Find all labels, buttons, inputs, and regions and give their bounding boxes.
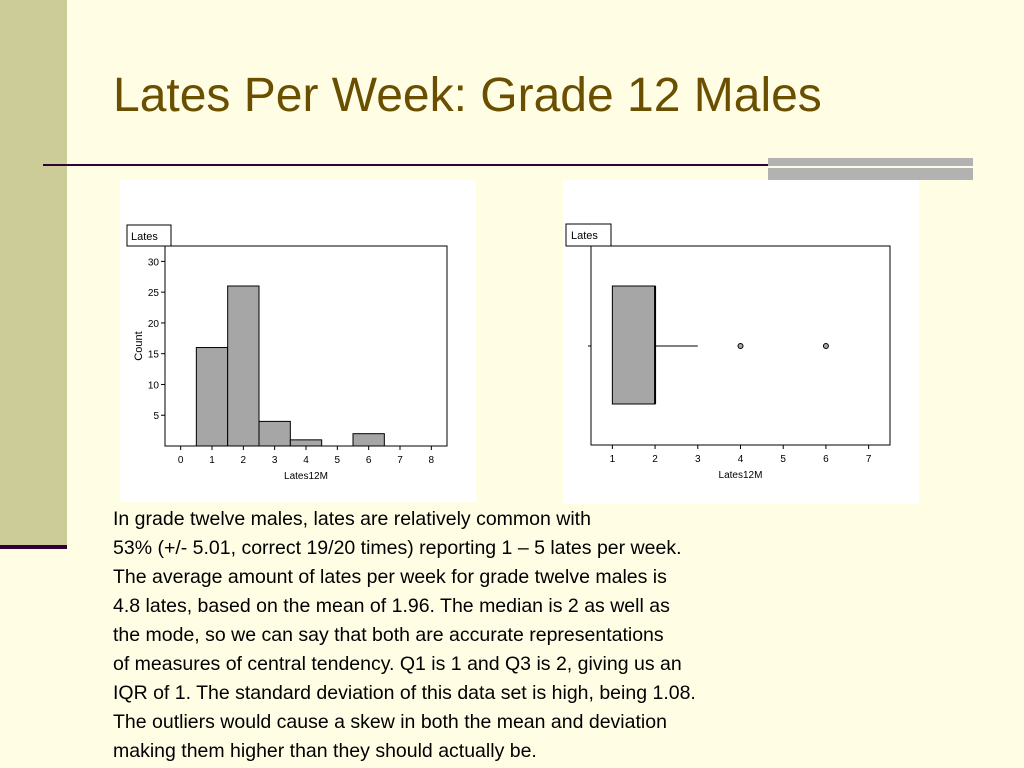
- x-tick-label: 3: [695, 454, 701, 465]
- body-line: 4.8 lates, based on the mean of 1.96. Th…: [113, 595, 670, 617]
- y-tick-label: 5: [153, 411, 159, 422]
- title-accent-bar: [768, 158, 973, 180]
- histogram-panel: Lates 5 10 15 20 25 30 0 1 2 3 4 5 6 7 8 Lates12M Count: [120, 180, 476, 502]
- x-tick-label: 6: [823, 454, 829, 465]
- body-line: The average amount of lates per week for…: [113, 566, 667, 588]
- y-tick-label: 15: [148, 350, 160, 361]
- x-tick-label: 6: [366, 455, 372, 466]
- body-line: The outliers would cause a skew in both …: [113, 711, 667, 733]
- y-axis-label: Count: [133, 331, 145, 360]
- boxplot-panel: Lates 1 2 3 4 5 6 7 Lates12M: [563, 180, 919, 504]
- slide-title: Lates Per Week: Grade 12 Males: [113, 69, 822, 122]
- slide-body-text: In grade twelve males, lates are relativ…: [113, 505, 873, 766]
- left-accent-rule: [0, 545, 67, 549]
- body-line: IQR of 1. The standard deviation of this…: [113, 682, 696, 704]
- x-tick-label: 5: [335, 455, 341, 466]
- x-tick-label: 2: [241, 455, 247, 466]
- histogram-chart: Lates 5 10 15 20 25 30 0 1 2 3 4 5 6 7 8 Lates12M Count: [126, 224, 448, 482]
- x-tick-label: 1: [610, 454, 616, 465]
- box-iqr: [611, 285, 656, 405]
- body-line: making them higher than they should actu…: [113, 740, 537, 762]
- x-axis-label: Lates12M: [284, 471, 328, 482]
- x-tick-label: 1: [209, 455, 215, 466]
- x-tick-label: 7: [866, 454, 872, 465]
- x-tick-label: 4: [303, 455, 309, 466]
- y-tick-label: 10: [148, 380, 160, 391]
- boxplot-chart: Lates 1 2 3 4 5 6 7 Lates12M: [565, 223, 891, 481]
- body-line: of measures of central tendency. Q1 is 1…: [113, 653, 682, 675]
- y-tick-label: 25: [148, 288, 160, 299]
- x-tick-label: 7: [397, 455, 403, 466]
- histogram-bar: [352, 433, 385, 447]
- x-tick-label: 5: [780, 454, 786, 465]
- left-accent-bar: [0, 0, 67, 545]
- body-line: In grade twelve males, lates are relativ…: [113, 508, 591, 530]
- x-tick-label: 0: [178, 455, 184, 466]
- title-rule: [43, 164, 973, 166]
- outlier-point: [737, 343, 744, 349]
- y-tick-label: 20: [148, 319, 160, 330]
- x-tick-label: 3: [272, 455, 278, 466]
- histogram-bar: [258, 420, 291, 447]
- chart-title-box: [126, 224, 172, 247]
- outlier-point: [822, 343, 829, 349]
- chart-title-box: [565, 223, 612, 247]
- histogram-bar: [289, 439, 323, 447]
- chart-title: Lates: [571, 230, 598, 242]
- body-line: the mode, so we can say that both are ac…: [113, 624, 664, 646]
- x-tick-label: 4: [738, 454, 744, 465]
- x-axis-label: Lates12M: [719, 470, 763, 481]
- x-tick-label: 8: [429, 455, 435, 466]
- body-line: 53% (+/- 5.01, correct 19/20 times) repo…: [113, 537, 682, 559]
- y-tick-label: 30: [148, 257, 160, 268]
- chart-title: Lates: [131, 231, 158, 243]
- x-tick-label: 2: [652, 454, 658, 465]
- histogram-bar: [195, 347, 229, 447]
- histogram-bar: [227, 285, 260, 447]
